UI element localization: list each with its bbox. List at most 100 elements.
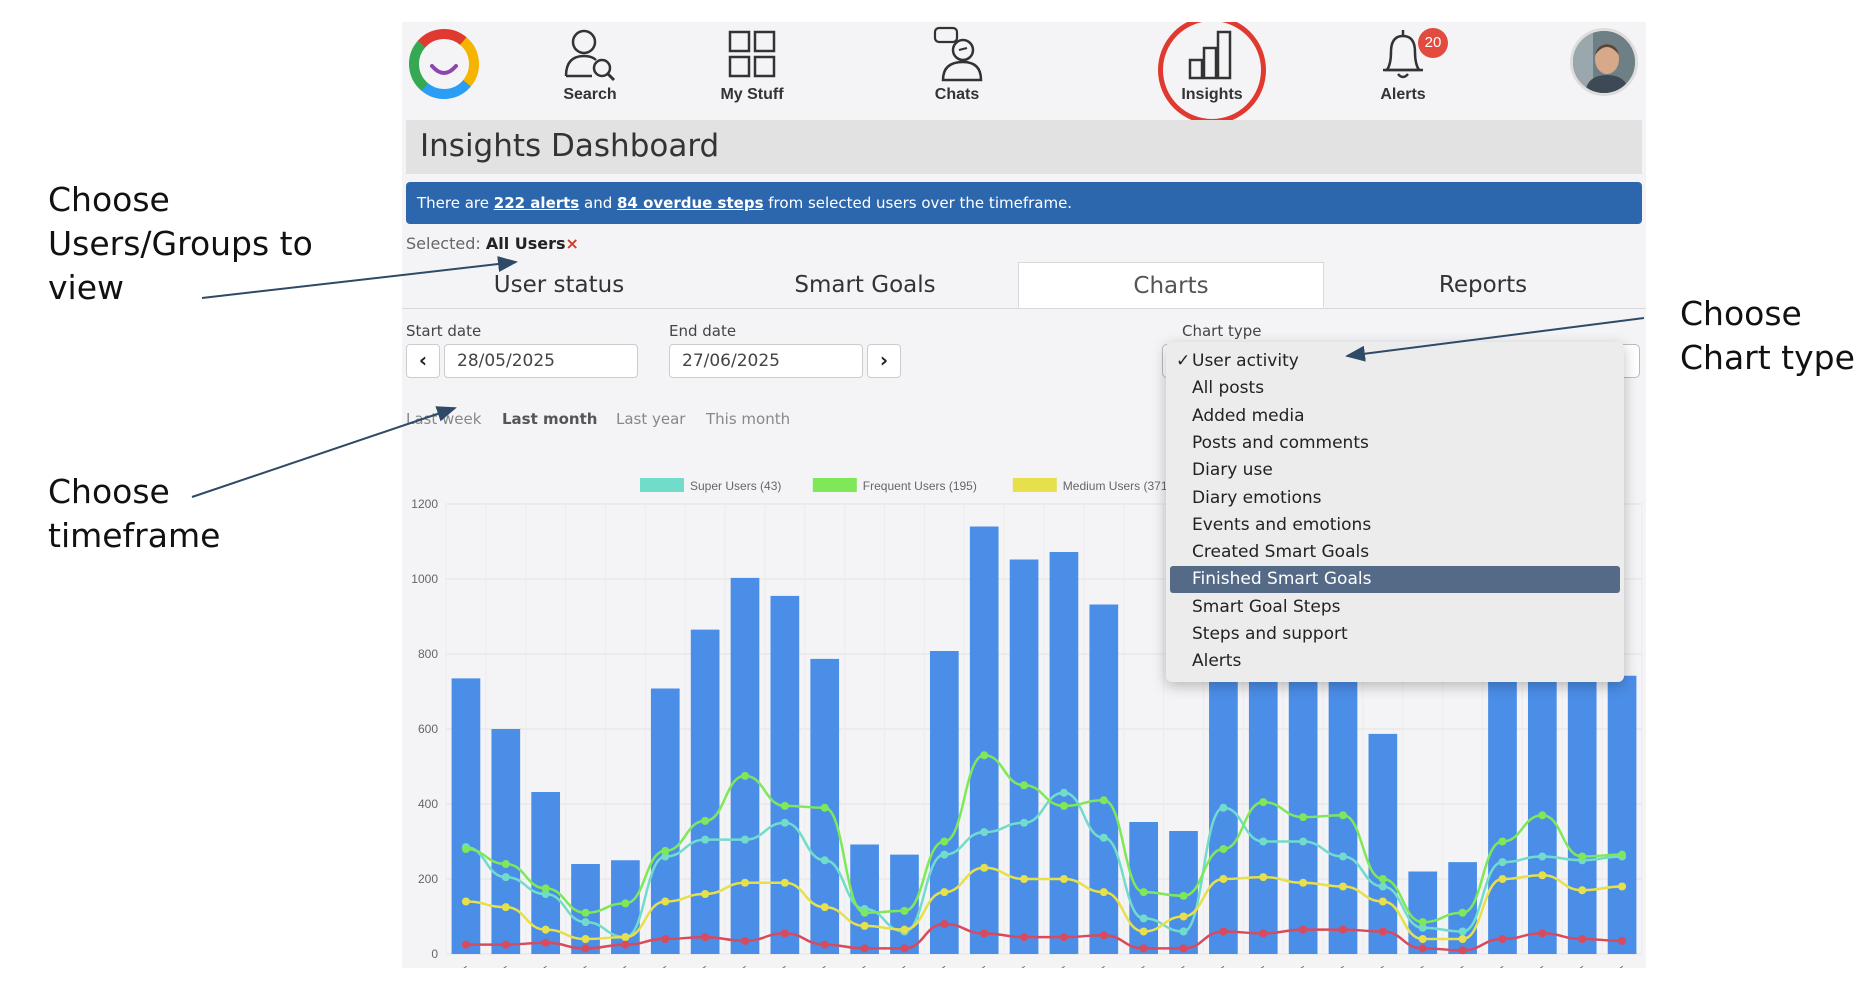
chart-type-option[interactable]: Smart Goal Steps bbox=[1170, 594, 1620, 621]
data-point bbox=[980, 828, 989, 837]
tab-charts[interactable]: Charts bbox=[1018, 262, 1324, 308]
data-point bbox=[741, 771, 749, 780]
end-date-label: End date bbox=[669, 322, 737, 340]
data-point bbox=[1418, 918, 1427, 927]
quick-range-this-month[interactable]: This month bbox=[706, 410, 791, 428]
data-point bbox=[1578, 852, 1587, 861]
y-tick-label: 600 bbox=[418, 722, 438, 736]
next-date-button[interactable]: › bbox=[867, 344, 901, 378]
chart-type-option-label: Posts and comments bbox=[1192, 432, 1369, 453]
chart-type-option-label: Alerts bbox=[1192, 651, 1242, 672]
user-avatar[interactable] bbox=[1570, 28, 1638, 96]
data-point bbox=[1538, 852, 1547, 861]
start-date-input[interactable]: 28/05/2025 bbox=[444, 344, 638, 378]
chart-type-option-label: Events and emotions bbox=[1192, 514, 1372, 535]
quick-range-last-month[interactable]: Last month bbox=[502, 410, 598, 428]
chart-type-option[interactable]: Steps and support bbox=[1170, 621, 1620, 648]
remove-selection-icon[interactable]: × bbox=[565, 234, 579, 253]
data-point bbox=[621, 899, 630, 908]
x-tick-label: /2025 bbox=[521, 963, 554, 968]
data-point bbox=[980, 863, 989, 872]
chart-type-option-label: User activity bbox=[1192, 351, 1299, 371]
y-tick-label: 200 bbox=[418, 872, 438, 886]
data-point bbox=[980, 929, 989, 938]
nav-my-stuff[interactable]: My Stuff bbox=[697, 26, 807, 116]
x-tick-label: /2025 bbox=[1318, 963, 1351, 968]
bar bbox=[690, 629, 720, 954]
data-point bbox=[780, 818, 789, 827]
bar bbox=[1049, 552, 1079, 954]
data-point bbox=[860, 944, 869, 953]
data-point bbox=[780, 878, 789, 887]
chat-user-icon bbox=[933, 26, 983, 82]
data-point bbox=[1418, 944, 1427, 953]
data-point bbox=[1139, 888, 1148, 897]
data-point bbox=[541, 938, 550, 947]
data-point bbox=[1458, 946, 1467, 955]
banner-overdue-steps-link[interactable]: 84 overdue steps bbox=[617, 194, 764, 212]
chart-type-option-label: Smart Goal Steps bbox=[1192, 596, 1341, 617]
data-point bbox=[1139, 927, 1148, 936]
chart-type-label: Chart type bbox=[1182, 322, 1262, 340]
data-point bbox=[1299, 837, 1308, 846]
data-point bbox=[900, 944, 909, 953]
x-tick-label: /2025 bbox=[1238, 963, 1271, 968]
selected-value: All Users bbox=[485, 234, 566, 253]
legend-label: Super Users (43) bbox=[690, 479, 781, 493]
data-point bbox=[1219, 927, 1228, 936]
chart-type-option-label: Created Smart Goals bbox=[1192, 542, 1370, 563]
data-point bbox=[461, 940, 470, 949]
data-point bbox=[980, 751, 989, 760]
data-point bbox=[1498, 935, 1507, 943]
x-tick-label: /2025 bbox=[800, 963, 833, 968]
data-point bbox=[1578, 935, 1587, 943]
quick-range-last-year[interactable]: Last year bbox=[616, 410, 686, 428]
chart-type-option[interactable]: ✓ User activity bbox=[1170, 348, 1620, 375]
data-point bbox=[820, 903, 829, 912]
chart-type-option[interactable]: Diary emotions bbox=[1170, 485, 1620, 512]
data-point bbox=[1378, 897, 1387, 906]
chart-type-option[interactable]: Events and emotions bbox=[1170, 512, 1620, 539]
quick-range-last-week[interactable]: Last week bbox=[406, 410, 482, 428]
checkmark-icon: ✓ bbox=[1176, 351, 1191, 371]
bar bbox=[1328, 635, 1358, 954]
tab-reports[interactable]: Reports bbox=[1438, 272, 1528, 298]
data-point bbox=[701, 835, 710, 844]
previous-date-button[interactable]: ‹ bbox=[406, 344, 440, 378]
bar bbox=[969, 526, 999, 954]
data-point bbox=[1538, 871, 1547, 880]
data-point bbox=[1538, 811, 1547, 820]
nav-chats[interactable]: Chats bbox=[902, 26, 1012, 116]
data-point bbox=[820, 856, 829, 865]
bar bbox=[1368, 733, 1398, 954]
legend-swatch bbox=[640, 478, 684, 492]
x-tick-label: /2025 bbox=[680, 963, 713, 968]
chart-type-option[interactable]: Finished Smart Goals bbox=[1170, 566, 1620, 594]
banner-alerts-link[interactable]: 222 alerts bbox=[493, 194, 580, 212]
data-point bbox=[741, 878, 749, 887]
data-point bbox=[1179, 912, 1188, 921]
bar bbox=[1209, 631, 1238, 954]
alerts-count-badge: 20 bbox=[1418, 28, 1448, 58]
y-tick-label: 0 bbox=[431, 947, 438, 961]
data-point bbox=[1378, 927, 1387, 936]
end-date-input[interactable]: 27/06/2025 bbox=[669, 344, 863, 378]
tab-smart-goals[interactable]: Smart Goals bbox=[794, 272, 936, 298]
chart-type-option[interactable]: All posts bbox=[1170, 375, 1620, 402]
data-point bbox=[1498, 837, 1507, 846]
data-point bbox=[1339, 882, 1347, 891]
x-tick-label: /2025 bbox=[1079, 963, 1112, 968]
data-point bbox=[1020, 933, 1029, 942]
chart-type-option[interactable]: Diary use bbox=[1170, 457, 1620, 484]
chart-type-option-label: All posts bbox=[1192, 378, 1265, 399]
chart-type-option[interactable]: Alerts bbox=[1170, 648, 1620, 675]
chart-type-option[interactable]: Posts and comments bbox=[1170, 430, 1620, 457]
chart-type-option[interactable]: Created Smart Goals bbox=[1170, 539, 1620, 566]
nav-alerts[interactable]: 20 Alerts bbox=[1348, 26, 1458, 116]
tab-user-status[interactable]: User status bbox=[493, 272, 625, 298]
app-logo-icon[interactable] bbox=[408, 28, 480, 100]
chart-type-option[interactable]: Added media bbox=[1170, 403, 1620, 430]
chart-type-option-label: Steps and support bbox=[1192, 624, 1348, 644]
bar bbox=[1607, 675, 1637, 954]
nav-search[interactable]: Search bbox=[535, 26, 645, 116]
